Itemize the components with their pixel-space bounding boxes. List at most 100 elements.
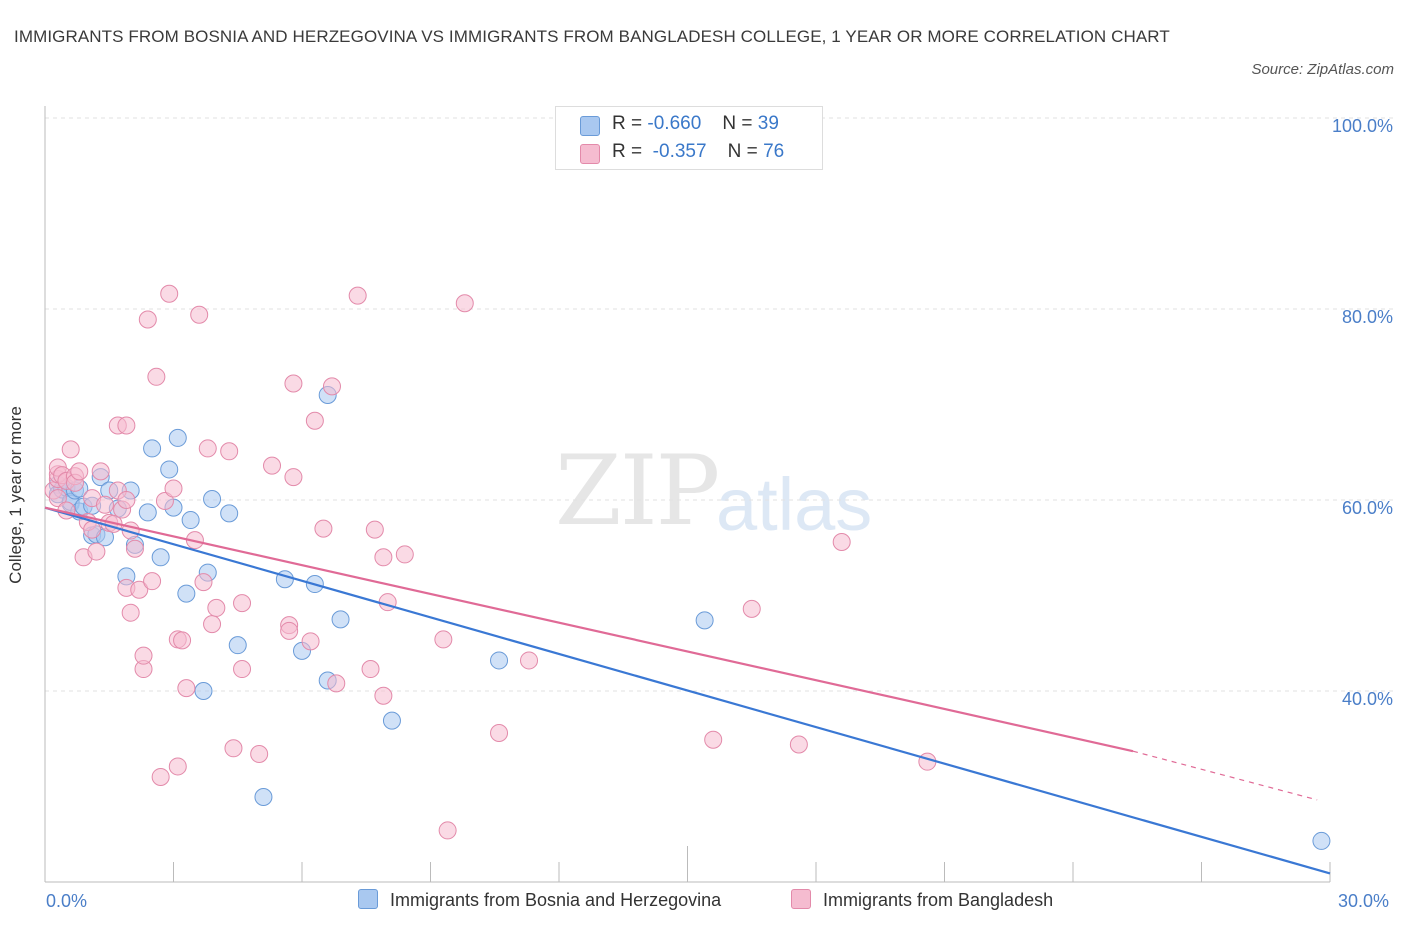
bangladesh-point <box>61 440 80 459</box>
bangladesh-point <box>117 416 136 435</box>
bangladesh-point <box>301 632 320 651</box>
watermark-atlas: atlas <box>716 463 873 546</box>
bangladesh-point <box>220 442 239 461</box>
bangladesh-point <box>348 286 367 305</box>
legend-n-value: 76 <box>763 141 785 162</box>
bangladesh-point <box>177 679 196 698</box>
trend-layer <box>44 506 1331 875</box>
bangladesh-point <box>250 745 269 764</box>
bosnia-point <box>160 460 179 479</box>
bosnia-point <box>203 490 222 509</box>
y-tick-label: 40.0% <box>1341 689 1393 709</box>
x-tick-label-min: 0.0% <box>46 891 88 911</box>
chart-title: IMMIGRANTS FROM BOSNIA AND HERZEGOVINA V… <box>14 27 1170 46</box>
x-tick-label-max: 30.0% <box>1338 891 1390 911</box>
bangladesh-point <box>361 660 380 679</box>
bangladesh-point <box>918 752 937 771</box>
bangladesh-point <box>284 468 303 487</box>
bangladesh-point <box>173 631 192 650</box>
bangladesh-point <box>130 580 149 599</box>
bangladesh-point <box>91 462 110 481</box>
bosnia-point <box>177 584 196 603</box>
legend-n-label: N = <box>722 113 753 134</box>
bangladesh-point <box>327 674 346 693</box>
bosnia-point <box>382 711 401 730</box>
bangladesh-point <box>151 767 170 786</box>
bangladesh-point <box>233 594 252 613</box>
bosnia-point <box>254 788 273 807</box>
y-tick-label: 80.0% <box>1341 307 1393 327</box>
bottom-legend-bangladesh: Immigrants from Bangladesh <box>791 889 1053 911</box>
chart-source: Source: ZipAtlas.com <box>1251 61 1394 78</box>
legend-r-value: -0.660 <box>647 113 702 134</box>
bangladesh-point <box>198 439 217 458</box>
bangladesh-point <box>48 489 67 508</box>
bangladesh-trend-line <box>44 506 1134 753</box>
bosnia-point <box>181 511 200 530</box>
bangladesh-point <box>395 545 414 564</box>
bangladesh-point <box>138 310 157 329</box>
legend-r-label: R = <box>612 141 643 162</box>
bangladesh-point <box>224 739 243 758</box>
axis-layer <box>44 106 1331 883</box>
watermark-zip: ZIP <box>555 435 720 547</box>
bangladesh-point <box>95 495 114 514</box>
bangladesh-point <box>490 724 509 743</box>
bangladesh-point <box>160 284 179 303</box>
legend-n-label: N = <box>727 141 758 162</box>
y-tick-label: 60.0% <box>1341 498 1393 518</box>
bangladesh-point <box>322 377 341 396</box>
bosnia-point <box>168 428 187 447</box>
bangladesh-point <box>374 686 393 705</box>
bangladesh-point <box>164 479 183 498</box>
stats-legend: R = -0.660 N = 39 R = -0.357 N = 76 <box>555 106 823 170</box>
bangladesh-point <box>438 821 457 840</box>
bangladesh-point <box>305 411 324 430</box>
bosnia-point <box>138 503 157 522</box>
bangladesh-point <box>70 462 89 481</box>
bangladesh-point <box>147 367 166 386</box>
bosnia-point <box>151 548 170 567</box>
bangladesh-point <box>520 651 539 670</box>
bangladesh-point <box>121 603 140 622</box>
bangladesh-point <box>789 735 808 754</box>
legend-n-value: 39 <box>757 113 779 134</box>
bosnia-point <box>194 682 213 700</box>
bosnia-point <box>490 651 509 670</box>
y-axis-label: College, 1 year or more <box>6 406 25 584</box>
bosnia-point <box>228 636 247 655</box>
bangladesh-point <box>455 294 474 313</box>
legend-r-label: R = <box>612 113 643 134</box>
bottom-legend-label-bosnia: Immigrants from Bosnia and Herzegovina <box>390 890 722 910</box>
bangladesh-point <box>194 573 213 592</box>
bangladesh-point <box>203 615 222 634</box>
y-tick-label: 100.0% <box>1331 116 1393 136</box>
bangladesh-point <box>378 593 397 612</box>
bangladesh-point <box>168 757 187 776</box>
bangladesh-point <box>87 542 106 561</box>
bangladesh-point <box>117 491 136 509</box>
bangladesh-point <box>125 539 144 558</box>
bangladesh-point <box>263 456 282 475</box>
bosnia-point <box>220 504 239 523</box>
bottom-legend-swatch-bosnia <box>358 889 378 909</box>
bosnia-point <box>143 439 162 458</box>
bangladesh-point <box>134 646 153 665</box>
bosnia-point <box>331 610 350 629</box>
bangladesh-point <box>434 630 453 649</box>
bangladesh-point <box>314 519 333 538</box>
bangladesh-point <box>233 660 252 679</box>
legend-r-value: -0.357 <box>652 141 707 162</box>
points-layer <box>44 284 1331 850</box>
legend-swatch-bosnia <box>580 116 600 136</box>
bosnia-point <box>1312 831 1331 850</box>
bangladesh-point <box>374 548 393 567</box>
bangladesh-point <box>742 599 761 618</box>
bangladesh-point <box>155 491 174 510</box>
bosnia-point <box>695 611 714 630</box>
bangladesh-point <box>143 572 162 591</box>
bangladesh-point <box>365 520 384 539</box>
bottom-legend-swatch-bangladesh <box>791 889 811 909</box>
bangladesh-point <box>704 730 723 749</box>
